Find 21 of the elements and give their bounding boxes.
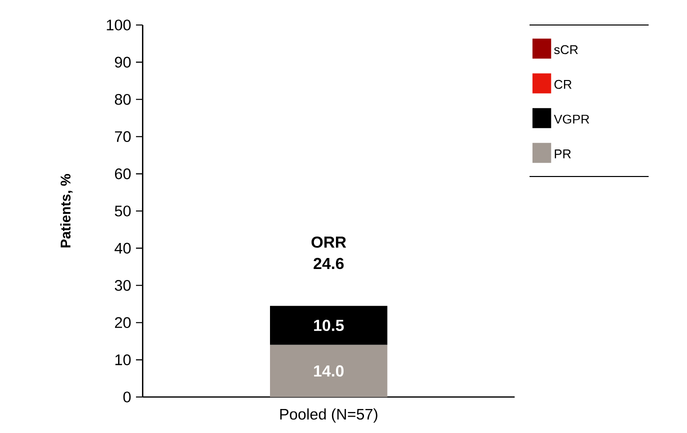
legend-label: sCR — [554, 45, 578, 54]
y-tick-label: 50 — [114, 206, 131, 216]
y-axis-title: Patients, % — [60, 174, 73, 248]
data-label: 14.0 — [314, 365, 344, 377]
legend-label: VGPR — [554, 114, 590, 124]
y-tick-label: 90 — [114, 56, 131, 68]
legend-label: CR — [554, 80, 572, 89]
y-tick-label: 20 — [115, 317, 131, 328]
data-label: 10.5 — [314, 320, 344, 332]
y-tick-label: 0 — [123, 392, 131, 402]
y-tick-label: 40 — [114, 242, 131, 254]
y-tick-label: 60 — [115, 168, 131, 180]
y-tick-label: 30 — [114, 280, 131, 291]
legend-label: PR — [554, 150, 571, 158]
total-label: 24.6 — [314, 258, 344, 270]
annotation: ORR — [312, 236, 346, 248]
y-tick-label: 80 — [114, 94, 131, 105]
y-tick-label: 100 — [106, 20, 131, 30]
y-tick-label: 70 — [115, 131, 131, 142]
y-tick-label: 10 — [115, 354, 131, 366]
x-tick-label: Pooled (N=57) — [280, 408, 378, 423]
